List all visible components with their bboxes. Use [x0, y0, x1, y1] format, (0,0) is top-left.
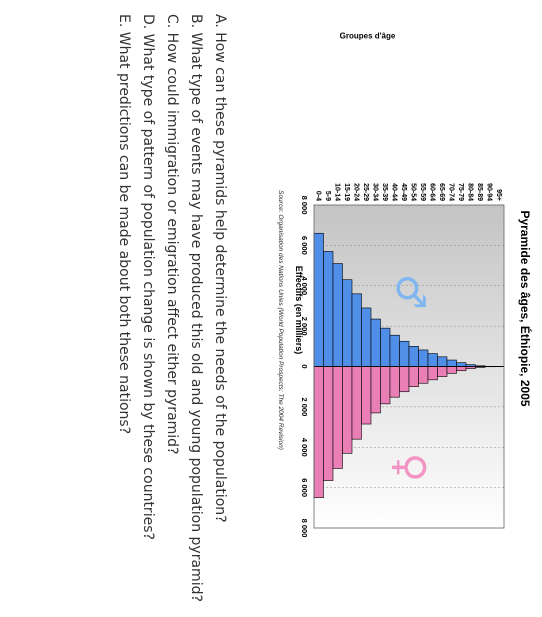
- population-pyramid-chart: 8 000 6 000 4 000 2 000 0 2 000 4 000 6 000 8 00…: [300, 183, 505, 538]
- age-group-label: 30-34: [371, 183, 378, 201]
- male-bar: [399, 340, 410, 367]
- male-bar: [389, 334, 400, 367]
- female-bar: [408, 366, 419, 387]
- age-group-label: 40-44: [390, 183, 397, 201]
- female-symbol-icon: ♀: [387, 453, 433, 482]
- female-bar: [399, 366, 410, 393]
- age-group-label: 25-29: [362, 183, 369, 201]
- male-bar: [370, 318, 381, 367]
- question-e: E. What predictions can be made about bo…: [116, 14, 132, 435]
- female-bar: [389, 366, 400, 398]
- x-axis-title: Effectifs (en milliers): [294, 265, 304, 355]
- age-group-label: 70-74: [447, 183, 454, 201]
- male-bar: [446, 359, 457, 367]
- chart-source: Source: Organisation des Nations Unies (…: [277, 190, 284, 450]
- female-bar: [332, 366, 343, 469]
- x-tick-label: 0: [300, 364, 309, 368]
- x-tick-label: 8 000: [300, 519, 309, 538]
- age-group-label: 75-79: [457, 183, 464, 201]
- question-c: C. How could immigration or emigration a…: [164, 14, 180, 455]
- female-bar: [427, 366, 438, 381]
- female-bar: [313, 366, 324, 499]
- male-bar: [323, 251, 334, 367]
- female-bar: [446, 366, 457, 374]
- female-bar: [437, 366, 448, 377]
- age-group-label: 55-59: [419, 183, 426, 201]
- age-group-label: 45-49: [400, 183, 407, 201]
- x-tick-label: 4 000: [300, 438, 309, 457]
- plot-border: [313, 204, 505, 529]
- question-b: B. What type of events may have produced…: [188, 14, 204, 602]
- x-tick-label: 2 000: [300, 317, 309, 336]
- male-bar: [427, 353, 438, 367]
- x-tick-label: 8 000: [300, 196, 309, 215]
- male-bar: [361, 307, 372, 367]
- male-bar: [351, 293, 362, 367]
- age-group-label: 50-54: [409, 183, 416, 201]
- female-bar: [351, 366, 362, 440]
- x-tick-label: 6 000: [300, 478, 309, 497]
- age-group-label: 95+: [495, 189, 502, 201]
- male-bar: [408, 346, 419, 367]
- x-tick-label: 4 000: [300, 276, 309, 295]
- age-group-label: 15-19: [343, 183, 350, 201]
- x-tick-label: 6 000: [300, 236, 309, 255]
- female-bar: [370, 366, 381, 414]
- male-bar: [313, 232, 324, 367]
- age-group-label: 10-14: [333, 183, 340, 201]
- age-group-label: 60-64: [428, 183, 435, 201]
- female-bar: [380, 366, 391, 405]
- age-group-label: 5-9: [324, 191, 331, 201]
- age-group-label: 85-89: [476, 183, 483, 201]
- male-symbol-icon: ♂: [387, 274, 433, 310]
- age-group-label: 65-69: [438, 183, 445, 201]
- male-bar: [456, 362, 467, 367]
- age-group-label: 80-84: [466, 183, 473, 201]
- x-tick-label: 2 000: [300, 397, 309, 416]
- question-d: D. What type of pattern of population ch…: [140, 14, 156, 540]
- male-bar: [380, 327, 391, 367]
- female-bar: [361, 366, 372, 425]
- age-group-label: 90-94: [485, 183, 492, 201]
- female-bar: [418, 366, 429, 384]
- female-bar: [456, 366, 467, 372]
- male-bar: [437, 356, 448, 367]
- age-group-label: 0-4: [314, 191, 321, 201]
- female-bar: [342, 366, 353, 454]
- male-bar: [332, 263, 343, 367]
- age-group-label: 20-24: [352, 183, 359, 201]
- male-bar: [418, 349, 429, 367]
- question-a: A. How can these pyramids help determine…: [212, 14, 228, 523]
- female-bar: [323, 366, 334, 481]
- question-list: A. How can these pyramids help determine…: [112, 14, 232, 602]
- age-group-label: 35-39: [381, 183, 388, 201]
- male-bar: [342, 279, 353, 367]
